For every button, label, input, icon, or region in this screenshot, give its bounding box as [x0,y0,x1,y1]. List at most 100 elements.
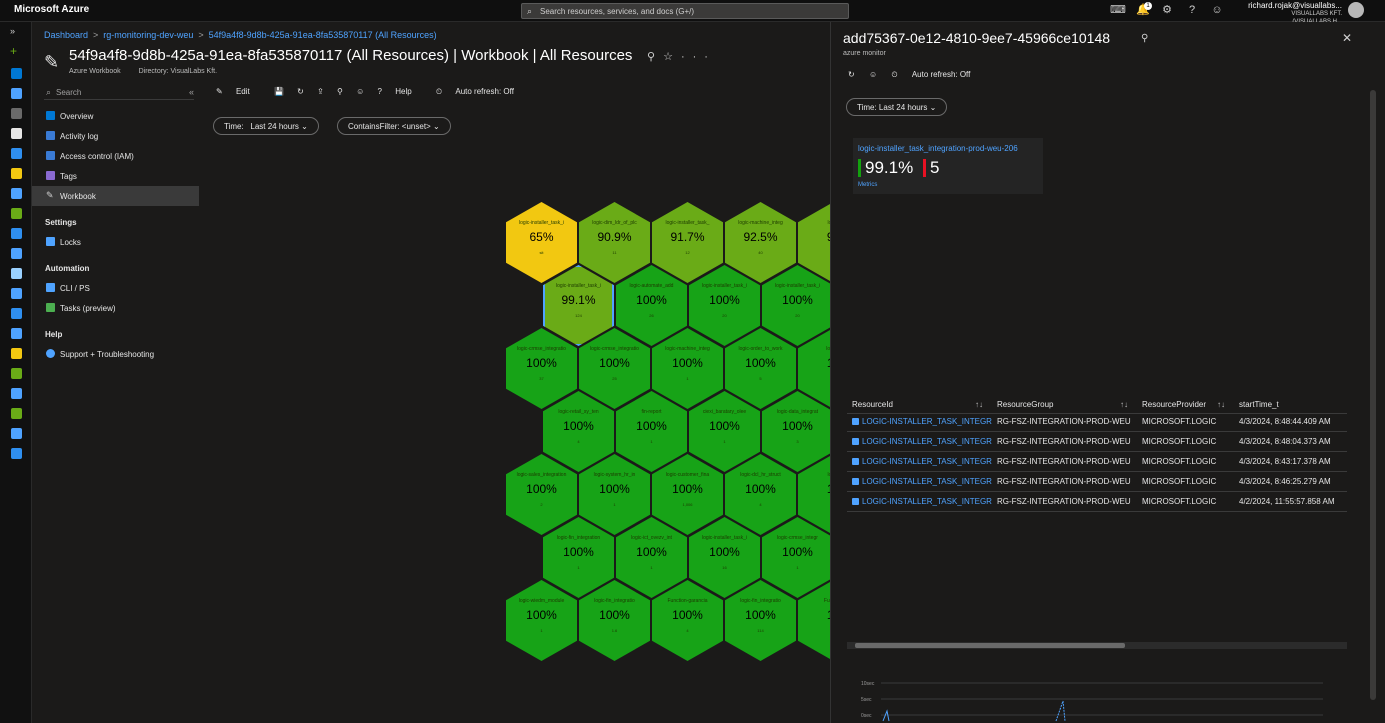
nav-item-locks[interactable]: Locks [32,232,199,252]
share-icon[interactable]: ⇪ [317,87,324,96]
grid-icon[interactable] [11,208,22,219]
nav-item-tags[interactable]: Tags [32,166,199,186]
brand-title[interactable]: Microsoft Azure [14,4,90,15]
all-resources-icon[interactable] [11,148,22,159]
honeycomb-cell[interactable]: logic-dim_ldr_of_plc 90.9% 11 [579,202,650,283]
collapse-menu-icon[interactable]: « [188,87,194,97]
shield-icon[interactable] [11,368,22,379]
all-services-icon[interactable] [11,108,22,119]
trophy-icon[interactable] [11,348,22,359]
feedback-icon[interactable]: ☺ [868,70,878,79]
horizontal-scrollbar[interactable] [847,642,1347,649]
honeycomb-cell[interactable]: logic-installer_task_i 100% 20 [762,265,830,346]
nav-item-activity-log[interactable]: Activity log [32,126,199,146]
honeycomb-cell[interactable]: logic-retail_sy_ten 100% 4 [543,391,614,472]
honeycomb-cell[interactable]: logic-installer_task_i 99.1% 124 [543,265,614,346]
cloud-shell-icon[interactable]: ⌨ [1110,4,1126,16]
resource-link[interactable]: LOGIC-INSTALLER_TASK_INTEGRAT [852,417,992,426]
honeycomb-cell[interactable]: logic-fin_integratio 100% 1.6 [579,580,650,661]
honeycomb-cell[interactable]: logic-customer_fina 100% 1,006 [652,454,723,535]
favorites-star-icon[interactable] [11,128,22,139]
honeycomb-cell[interactable]: logic-order_to_work 100% 5 [725,328,796,409]
dashboard-icon[interactable] [11,88,22,99]
refresh-icon[interactable]: ↻ [848,70,855,79]
honeycomb-cell[interactable]: logic-installer_task_i 100% 20 [689,265,760,346]
advisor-icon[interactable] [11,408,22,419]
container-icon[interactable] [11,248,22,259]
nav-item-access-control[interactable]: Access control (IAM) [32,146,199,166]
vertical-scrollbar[interactable] [1370,90,1376,700]
refresh-icon[interactable]: ↻ [297,87,304,96]
honeycomb-cell[interactable]: logic-crmse_integratio 100% 25 [579,328,650,409]
scroll-thumb[interactable] [855,643,1125,648]
auto-refresh-button[interactable]: ⏲ Auto refresh: Off [436,87,525,96]
feedback-icon[interactable]: ☺ [356,87,365,96]
honeycomb-cell[interactable]: logic-installer_task_i 65% sit [506,202,577,283]
menu-search-input[interactable]: ⌕ Search « [44,86,194,100]
network-icon[interactable] [11,388,22,399]
help-button[interactable]: ? Help [378,87,423,96]
settings-gear-icon[interactable]: ⚙ [1162,4,1172,16]
key-icon[interactable] [11,168,22,179]
panel-time-dropdown[interactable]: Time: Last 24 hours ⌄ [846,98,948,116]
tile-resource-link[interactable]: logic-installer_task_integration-prod-we… [858,144,1018,153]
edit-button[interactable]: ✎ Edit [216,87,261,96]
column-header-resourcegroup[interactable]: ResourceGroup [997,400,1054,409]
breadcrumb-workbook[interactable]: 54f9a4f8-9d8b-425a-91ea-8fa535870117 (Al… [208,30,437,40]
honeycomb-cell[interactable]: logic-dcl_hr_struct 100% 4 [725,454,796,535]
help-icon[interactable]: ? [1188,4,1196,16]
create-resource-icon[interactable]: + [10,44,18,58]
contains-filter-dropdown[interactable]: ContainsFilter: <unset> ⌄ [337,117,451,135]
honeycomb-cell[interactable]: logic-fin_integration 100% 1 [543,517,614,598]
nav-item-workbook[interactable]: ✎ Workbook [32,186,199,206]
column-header-resourceid[interactable]: ResourceId [852,400,893,409]
honeycomb-cell[interactable]: fin-report 100% 1 [616,391,687,472]
resource-link[interactable]: LOGIC-INSTALLER_TASK_INTEGRAT [852,457,992,466]
honeycomb-cell[interactable]: ciexi_baratary_olee 100% 1 [689,391,760,472]
resource-link[interactable]: LOGIC-INSTALLER_TASK_INTEGRAT [852,437,992,446]
feedback-icon[interactable]: ☺ [1211,4,1223,16]
more-icon[interactable]: ··· [680,51,716,63]
nav-item-support[interactable]: Support + Troubleshooting [32,344,199,364]
honeycomb-cell[interactable]: logic-machine_integ 100% 1 [652,328,723,409]
monitor-icon[interactable] [11,308,22,319]
honeycomb-cell[interactable]: logic-system_hr_in 100% 1 [579,454,650,535]
resource-link[interactable]: LOGIC-INSTALLER_TASK_INTEGRAT [852,497,992,506]
honeycomb-cell[interactable]: logic-machine_integ 92.5% 40 [725,202,796,283]
database-icon[interactable] [11,288,22,299]
time-range-dropdown[interactable]: Time: Last 24 hours ⌄ [213,117,319,135]
honeycomb-cell[interactable]: logic-fin_integratio 100% 114 [725,580,796,661]
honeycomb-cell[interactable]: logic-installer_task_i 100% 16 [689,517,760,598]
honeycomb-cell[interactable]: logic-crmse_integratio 100% 37 [506,328,577,409]
close-icon[interactable]: ✕ [1342,31,1353,45]
auto-refresh-button[interactable]: ⏲ Auto refresh: Off [891,70,982,79]
global-search-input[interactable]: ⌕ Search resources, services, and docs (… [521,3,849,19]
honeycomb-cell[interactable]: Function-garancia 100% 4 [652,580,723,661]
sort-icon[interactable]: ↑↓ [1217,400,1225,409]
sort-icon[interactable]: ↑↓ [1120,400,1128,409]
resource-link[interactable]: LOGIC-INSTALLER_TASK_INTEGRAT [852,477,992,486]
pin-icon[interactable]: ⚲ [647,51,664,63]
logic-app-icon[interactable] [11,188,22,199]
function-icon[interactable] [11,228,22,239]
nav-item-cli-ps[interactable]: CLI / PS [32,278,199,298]
breadcrumb-dashboard[interactable]: Dashboard [44,30,89,40]
save-icon[interactable]: 💾 [273,87,284,96]
column-header-starttime[interactable]: startTime_t [1239,400,1279,409]
honeycomb-cell[interactable]: logic-crmse_integr 100% 1 [762,517,830,598]
devops-icon[interactable] [11,448,22,459]
gauge-icon[interactable] [11,328,22,339]
metrics-link[interactable]: Metrics [858,182,878,188]
honeycomb-cell[interactable]: logic-ict_ovezv_int 100% 1 [616,517,687,598]
honeycomb-cell[interactable]: logic-automate_add 100% 26 [616,265,687,346]
honeycomb-cell[interactable]: logic-sales_integration 100% 2 [506,454,577,535]
user-icon[interactable] [11,428,22,439]
avatar[interactable] [1348,2,1364,18]
honeycomb-cell[interactable]: logic-installer_task_ 91.7% 12 [652,202,723,283]
home-icon[interactable] [11,68,22,79]
honeycomb-cell[interactable]: logic-wiedm_module 100% 1 [506,580,577,661]
pin-icon[interactable]: ⚲ [337,87,343,96]
pin-icon[interactable]: ⚲ [1141,33,1149,44]
sort-icon[interactable]: ↑↓ [975,400,983,409]
breadcrumb-resource-group[interactable]: rg-monitoring-dev-weu [103,30,194,40]
